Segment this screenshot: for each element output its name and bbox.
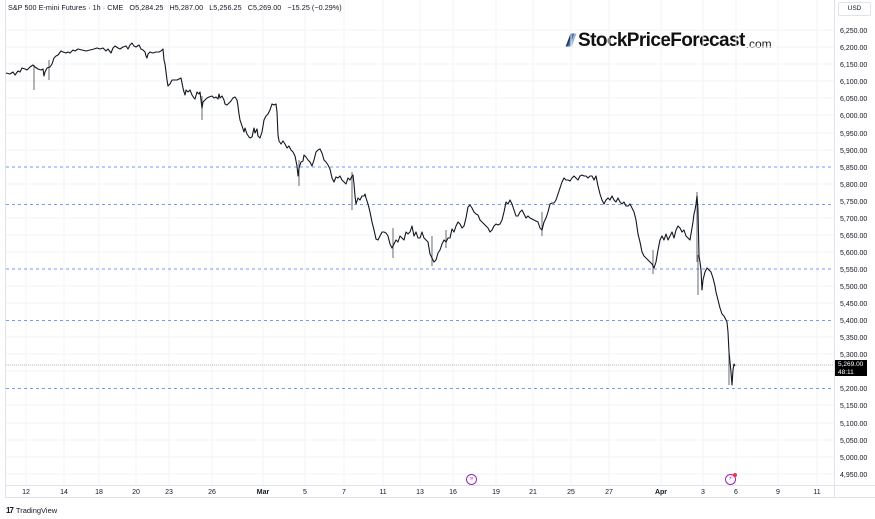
svg-text:5,900.00: 5,900.00: [840, 148, 867, 155]
svg-text:6,100.00: 6,100.00: [840, 79, 867, 86]
svg-text:14: 14: [60, 489, 68, 496]
svg-text:16: 16: [449, 489, 457, 496]
svg-text:5,400.00: 5,400.00: [840, 318, 867, 325]
svg-text:9: 9: [776, 489, 780, 496]
event-marker-economic-icon[interactable]: ⚡: [725, 474, 736, 485]
price-series-line[interactable]: [5, 42, 736, 386]
svg-text:7: 7: [342, 489, 346, 496]
svg-text:11: 11: [813, 489, 820, 496]
last-price-value: 5,269.00: [838, 361, 864, 368]
svg-text:25: 25: [567, 489, 575, 496]
svg-text:5,100.00: 5,100.00: [840, 421, 867, 428]
event-alert-dot-icon: [733, 473, 737, 477]
price-wicks: [33, 60, 730, 385]
svg-text:6,150.00: 6,150.00: [840, 62, 867, 69]
svg-text:21: 21: [529, 489, 537, 496]
svg-text:6,000.00: 6,000.00: [840, 113, 867, 120]
svg-text:3: 3: [701, 489, 705, 496]
open-value: O5,284.25: [129, 3, 164, 12]
change-value: −15.25 (−0.29%): [287, 3, 342, 12]
tradingview-footer[interactable]: 17 TradingView: [6, 506, 57, 515]
svg-text:19: 19: [492, 489, 500, 496]
last-price-tag: 5,269.00 48:11: [835, 360, 867, 376]
svg-text:12: 12: [22, 489, 30, 496]
tradingview-brand-label: TradingView: [15, 506, 58, 515]
symbol-title[interactable]: S&P 500 E-mini Futures · 1h · CME: [8, 3, 124, 12]
svg-text:23: 23: [165, 489, 173, 496]
svg-text:5,300.00: 5,300.00: [840, 352, 867, 359]
svg-text:5,750.00: 5,750.00: [840, 199, 867, 206]
svg-text:18: 18: [95, 489, 103, 496]
svg-text:4,950.00: 4,950.00: [840, 472, 867, 479]
low-value: L5,256.25: [209, 3, 242, 12]
symbol-legend: S&P 500 E-mini Futures · 1h · CME O5,284…: [8, 3, 346, 12]
svg-text:5,450.00: 5,450.00: [840, 301, 867, 308]
horizontal-levels[interactable]: [6, 166, 834, 389]
svg-text:5,050.00: 5,050.00: [840, 438, 867, 445]
tradingview-logo-icon: 17: [6, 506, 14, 515]
time-axis-labels: 12 14 18 20 23 26 Mar 5 7 11 13 16 19 21…: [22, 489, 821, 496]
svg-text:26: 26: [208, 489, 216, 496]
svg-text:5,950.00: 5,950.00: [840, 131, 867, 138]
svg-text:5,000.00: 5,000.00: [840, 455, 867, 462]
svg-text:5,700.00: 5,700.00: [840, 216, 867, 223]
svg-text:5: 5: [303, 489, 307, 496]
svg-text:6,050.00: 6,050.00: [840, 96, 867, 103]
high-value: H5,287.00: [169, 3, 204, 12]
svg-text:27: 27: [605, 489, 613, 496]
currency-selector[interactable]: USD: [838, 2, 871, 16]
event-marker-earnings-icon[interactable]: »: [466, 474, 477, 485]
svg-text:6,250.00: 6,250.00: [840, 28, 867, 35]
svg-text:20: 20: [132, 489, 140, 496]
svg-text:Mar: Mar: [257, 489, 270, 496]
svg-text:5,800.00: 5,800.00: [840, 182, 867, 189]
svg-text:5,850.00: 5,850.00: [840, 165, 867, 172]
svg-text:Apr: Apr: [655, 489, 667, 496]
price-axis-labels: 6,250.00 6,200.00 6,150.00 6,100.00 6,05…: [840, 28, 867, 479]
svg-text:6: 6: [734, 489, 738, 496]
bar-countdown: 48:11: [838, 368, 854, 376]
svg-text:6,200.00: 6,200.00: [840, 45, 867, 52]
svg-text:5,350.00: 5,350.00: [840, 335, 867, 342]
svg-text:5,550.00: 5,550.00: [840, 267, 867, 274]
svg-text:13: 13: [416, 489, 424, 496]
svg-text:11: 11: [379, 489, 386, 496]
svg-text:5,150.00: 5,150.00: [840, 403, 867, 410]
vertical-grid: [25, 0, 818, 485]
close-value: C5,269.00: [247, 3, 282, 12]
svg-text:5,200.00: 5,200.00: [840, 386, 867, 393]
svg-text:5,500.00: 5,500.00: [840, 284, 867, 291]
svg-text:5,600.00: 5,600.00: [840, 250, 867, 257]
svg-text:5,650.00: 5,650.00: [840, 233, 867, 240]
